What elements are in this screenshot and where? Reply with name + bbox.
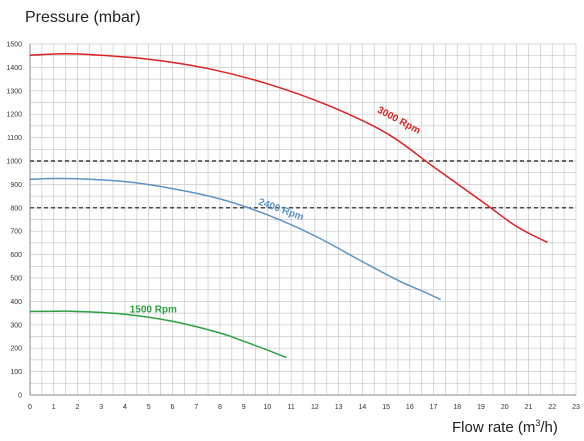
x-tick-label: 20 xyxy=(501,404,509,411)
x-tick-label: 10 xyxy=(263,404,271,411)
x-tick-label: 1 xyxy=(52,404,56,411)
grid xyxy=(29,43,577,396)
y-tick-label: 600 xyxy=(10,252,22,259)
x-tick-label: 11 xyxy=(287,404,294,411)
y-tick-label: 1500 xyxy=(6,42,22,49)
x-tick-label: 22 xyxy=(548,404,556,411)
y-tick-label: 1200 xyxy=(6,112,22,119)
y-tick-label: 200 xyxy=(10,346,22,353)
y-tick-label: 1000 xyxy=(6,159,22,166)
x-tick-label: 9 xyxy=(242,404,246,411)
y-tick-label: 300 xyxy=(10,322,22,329)
x-tick-label: 6 xyxy=(170,404,174,411)
x-tick-label: 17 xyxy=(430,404,438,411)
x-axis-title: Flow rate (m3/h) xyxy=(452,418,558,436)
x-tick-label: 12 xyxy=(311,404,319,411)
y-tick-labels: 0 100 200 300 400 500 600 700 800 900 1000 1100 1200… xyxy=(6,42,22,400)
y-axis-title: Pressure (mbar) xyxy=(25,9,141,26)
x-tick-label: 3 xyxy=(99,404,103,411)
x-tick-label: 0 xyxy=(28,404,32,411)
y-tick-label: 800 xyxy=(10,205,22,212)
x-axis-title-prefix: Flow rate (m xyxy=(452,419,536,436)
y-tick-label: 400 xyxy=(10,299,22,306)
x-tick-label: 7 xyxy=(194,404,198,411)
x-tick-label: 2 xyxy=(76,404,80,411)
y-tick-label: 1100 xyxy=(7,135,22,142)
curve-2400-rpm xyxy=(29,177,442,301)
axes xyxy=(29,44,576,396)
x-tick-label: 8 xyxy=(218,404,222,411)
y-tick-label: 1300 xyxy=(6,88,22,95)
x-tick-label: 5 xyxy=(147,404,151,411)
curve-label-1500-rpm: 1500 Rpm xyxy=(130,305,177,316)
curves xyxy=(29,53,548,359)
x-tick-labels: 0 1 2 3 4 5 6 7 8 9 10 11 12 13 14 15 16 17 18 19 20 21 22 23 xyxy=(28,404,580,411)
x-tick-label: 14 xyxy=(358,404,366,411)
y-tick-label: 700 xyxy=(10,229,22,236)
y-tick-label: 1400 xyxy=(6,65,22,72)
curve-label-3000-rpm: 3000 Rpm xyxy=(375,105,422,137)
x-tick-label: 16 xyxy=(406,404,414,411)
x-tick-label: 18 xyxy=(453,404,461,411)
x-tick-label: 4 xyxy=(123,404,127,411)
x-tick-label: 19 xyxy=(477,404,485,411)
x-tick-label: 13 xyxy=(335,404,343,411)
y-tick-label: 500 xyxy=(10,276,22,283)
y-tick-label: 900 xyxy=(10,182,22,189)
x-tick-label: 21 xyxy=(525,404,533,411)
x-tick-label: 23 xyxy=(572,404,580,411)
x-axis-title-suffix: /h) xyxy=(540,419,558,436)
x-axis-title-sup: 3 xyxy=(535,418,541,428)
curve-1500-rpm xyxy=(29,310,287,359)
y-tick-label: 0 xyxy=(18,393,22,400)
reference-lines xyxy=(30,160,576,209)
y-tick-label: 100 xyxy=(10,369,22,376)
curve-3000-rpm xyxy=(29,53,548,244)
x-tick-label: 15 xyxy=(382,404,390,411)
